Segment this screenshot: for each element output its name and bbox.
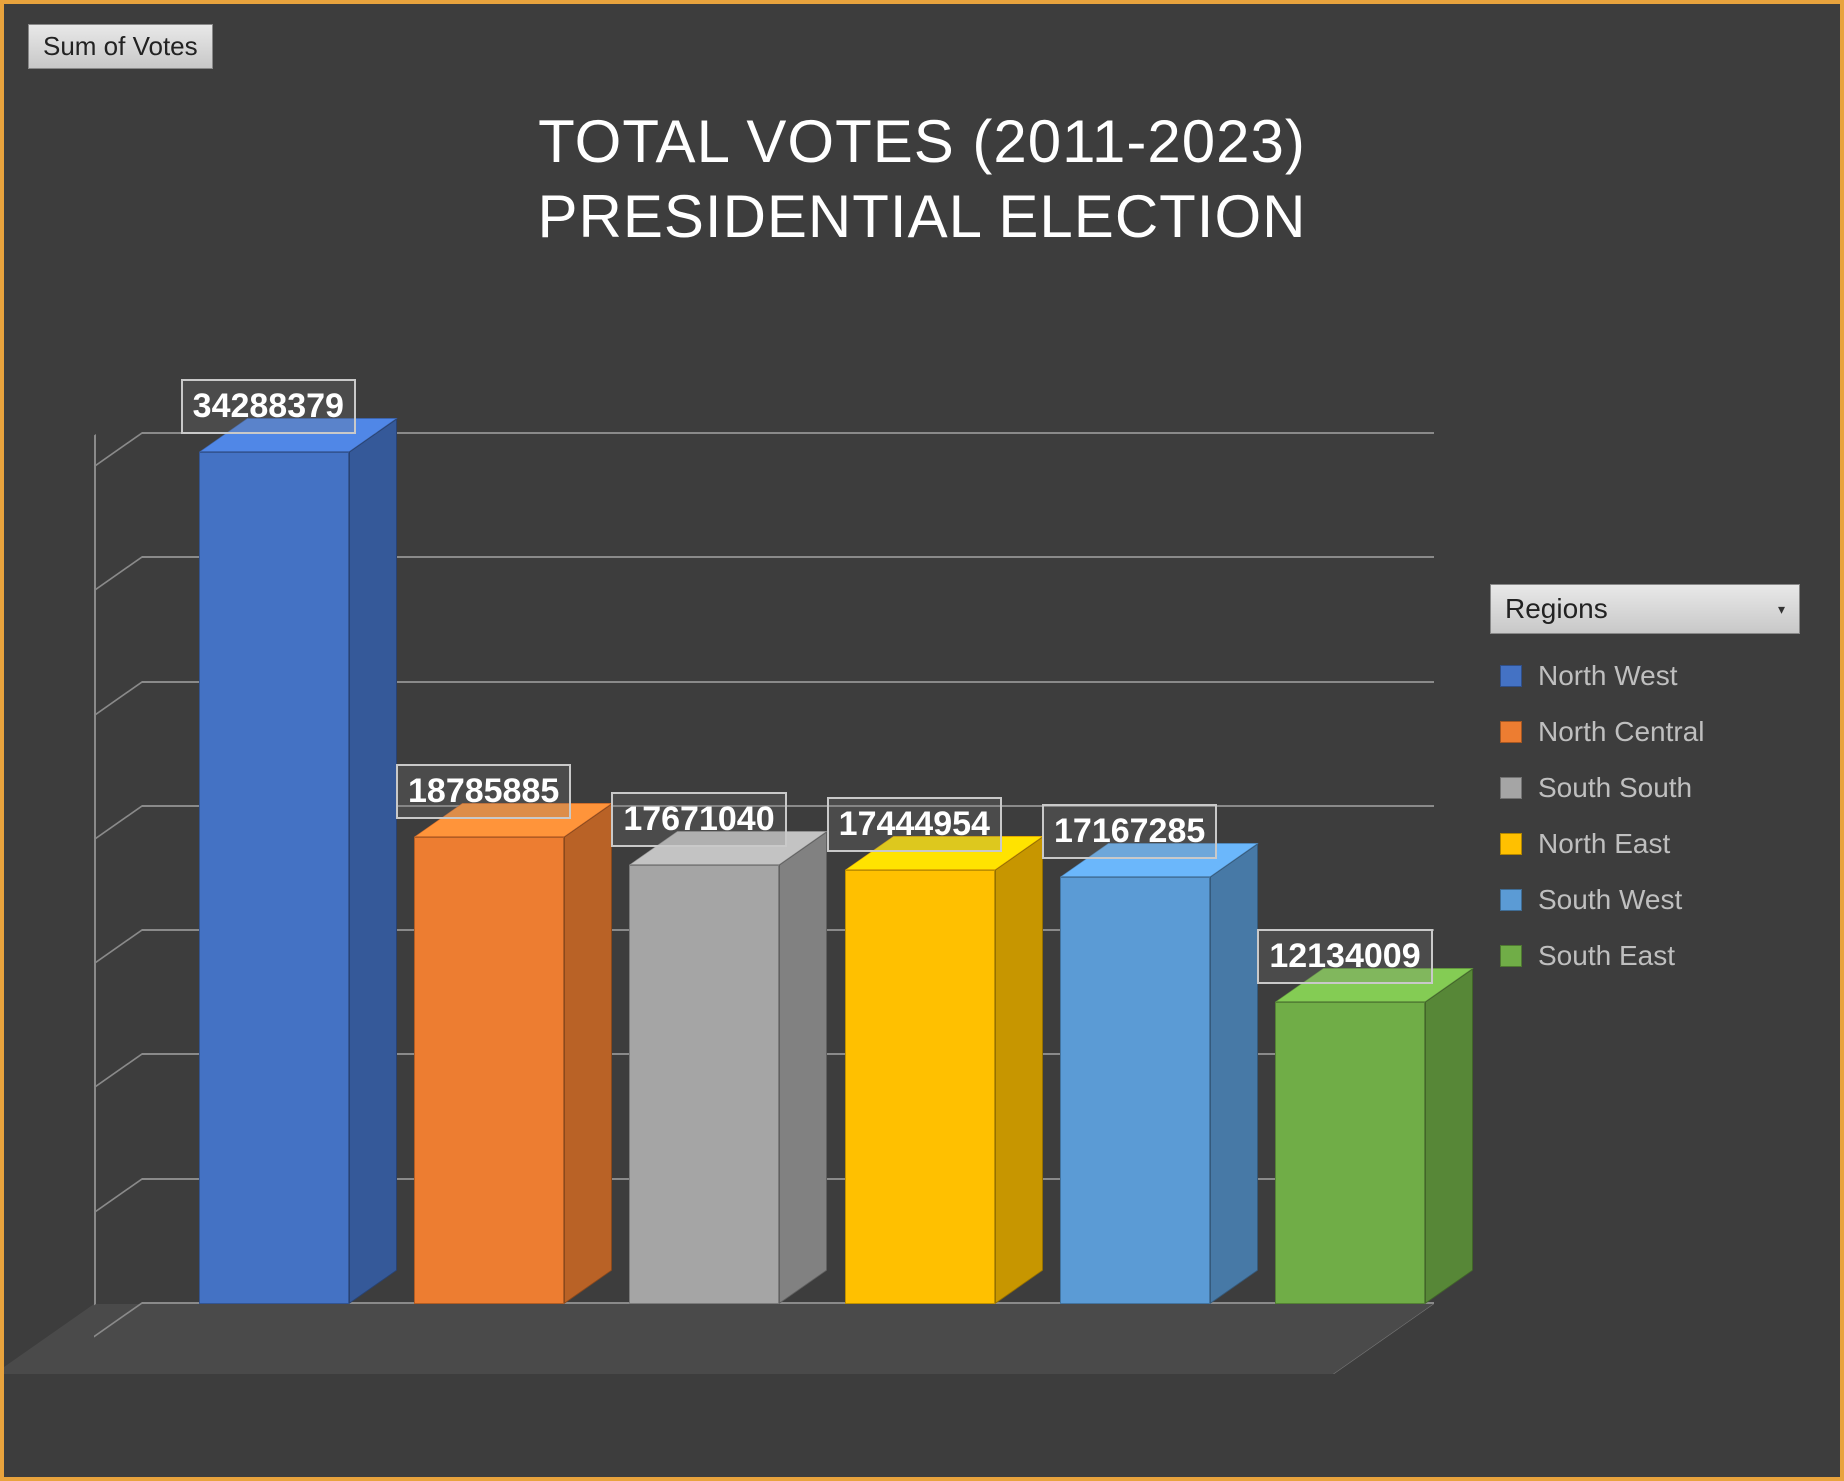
legend-swatch <box>1500 665 1522 687</box>
bar-side <box>779 831 827 1304</box>
bar-side <box>349 418 397 1304</box>
legend-title-button[interactable]: Regions ▾ <box>1490 584 1800 634</box>
legend-list: North West North Central South South North … <box>1490 634 1800 998</box>
chart-title: TOTAL VOTES (2011-2023) PRESIDENTIAL ELE… <box>4 104 1840 254</box>
data-label: 12134009 <box>1257 929 1432 984</box>
legend-item-south-south[interactable]: South South <box>1496 760 1794 816</box>
legend-item-south-east[interactable]: South East <box>1496 928 1794 984</box>
bars-group: 3428837918785885176710401744495417167285… <box>142 434 1434 1304</box>
bar-south-east[interactable] <box>1275 1002 1425 1304</box>
title-line-1: TOTAL VOTES (2011-2023) <box>538 108 1306 175</box>
bar-front <box>1060 877 1210 1304</box>
bar-front <box>845 870 995 1304</box>
legend-label: South West <box>1538 884 1682 916</box>
data-label: 17671040 <box>611 792 786 847</box>
bar-front <box>1275 1002 1425 1304</box>
y-axis-wall-edge <box>94 434 96 1305</box>
legend-item-north-west[interactable]: North West <box>1496 648 1794 704</box>
bar-side <box>1210 844 1258 1304</box>
legend-item-north-east[interactable]: North East <box>1496 816 1794 872</box>
data-label: 34288379 <box>181 379 356 434</box>
chart-container: Sum of Votes TOTAL VOTES (2011-2023) PRE… <box>0 0 1844 1481</box>
bar-side <box>564 803 612 1304</box>
legend-swatch <box>1500 889 1522 911</box>
bar-north-east[interactable] <box>845 870 995 1304</box>
legend-swatch <box>1500 945 1522 967</box>
bar-front <box>629 865 779 1304</box>
legend-swatch <box>1500 833 1522 855</box>
bar-side <box>995 837 1043 1304</box>
legend-swatch <box>1500 777 1522 799</box>
bar-side <box>1425 969 1473 1304</box>
bar-north-central[interactable] <box>414 837 564 1304</box>
bar-south-west[interactable] <box>1060 877 1210 1304</box>
title-line-2: PRESIDENTIAL ELECTION <box>538 183 1307 250</box>
data-label: 18785885 <box>396 764 571 819</box>
legend-label: South East <box>1538 940 1675 972</box>
legend-title-text: Regions <box>1505 593 1608 625</box>
bar-front <box>414 837 564 1304</box>
legend-item-south-west[interactable]: South West <box>1496 872 1794 928</box>
filter-badge[interactable]: Sum of Votes <box>28 24 213 69</box>
chevron-down-icon: ▾ <box>1778 601 1785 618</box>
data-label: 17444954 <box>827 797 1002 852</box>
bar-south-south[interactable] <box>629 865 779 1304</box>
legend-label: North West <box>1538 660 1678 692</box>
plot-floor <box>0 1304 1434 1374</box>
plot-area: 3428837918785885176710401744495417167285… <box>94 434 1434 1374</box>
legend-swatch <box>1500 721 1522 743</box>
bar-north-west[interactable] <box>199 452 349 1304</box>
bar-front <box>199 452 349 1304</box>
legend-label: South South <box>1538 772 1692 804</box>
data-label: 17167285 <box>1042 804 1217 859</box>
legend-item-north-central[interactable]: North Central <box>1496 704 1794 760</box>
legend-label: North East <box>1538 828 1670 860</box>
legend: Regions ▾ North West North Central South S… <box>1490 584 1800 998</box>
legend-label: North Central <box>1538 716 1705 748</box>
